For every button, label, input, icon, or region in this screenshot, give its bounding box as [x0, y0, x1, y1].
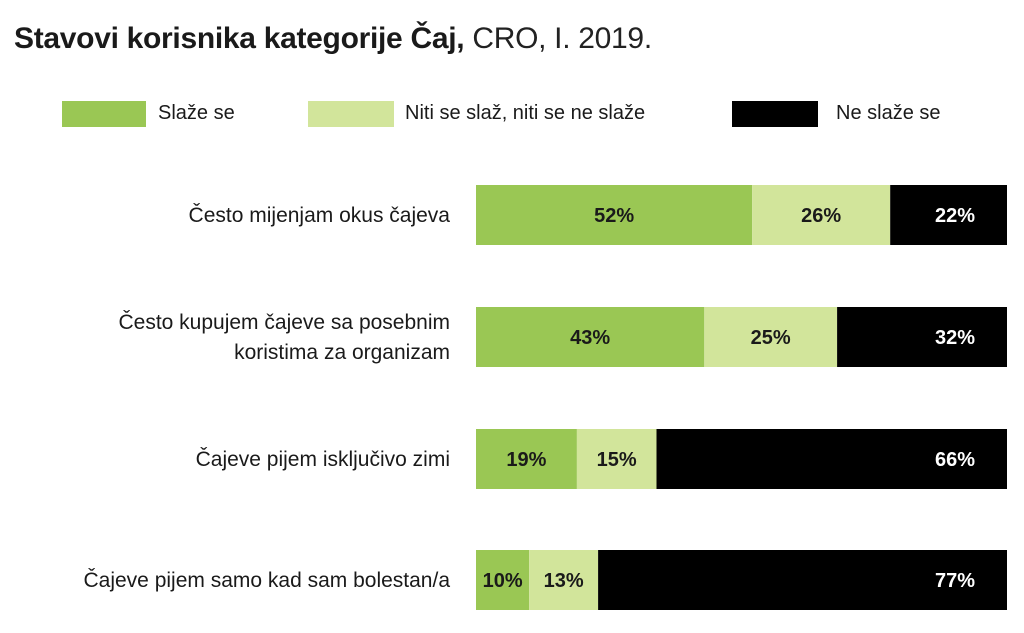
data-label-neutral: 26% [801, 205, 841, 227]
category-label: Često kupujem čajeve sa posebnim koristim… [118, 311, 450, 364]
data-label-agree: 52% [594, 205, 634, 227]
legend-swatch-neutral [308, 101, 394, 127]
bar-segment-disagree [890, 185, 1007, 245]
legend-swatch-agree [62, 101, 146, 127]
bar-segment-agree [476, 185, 753, 245]
data-label-neutral: 25% [751, 327, 791, 349]
bar-segment-neutral [576, 429, 657, 489]
category-label: Čajeve pijem isključivo zimi [196, 448, 450, 471]
legend-label-neutral: Niti se slaž, niti se ne slaže [405, 102, 646, 124]
legend-label-disagree: Ne slaže se [836, 102, 941, 124]
data-label-disagree: 77% [935, 570, 975, 592]
chart-title-main: Stavovi korisnika kategorije Čaj, [14, 22, 465, 55]
data-label-disagree: 22% [935, 205, 975, 227]
bar-segment-neutral [752, 185, 891, 245]
chart-title: Stavovi korisnika kategorije Čaj, CRO, I… [14, 22, 652, 56]
data-label-agree: 19% [506, 449, 546, 471]
bar-segment-disagree [837, 307, 1007, 367]
category-label: Čajeve pijem samo kad sam bolestan/a [83, 569, 450, 592]
data-label-agree: 43% [570, 327, 610, 349]
chart-title-sub: CRO, I. 2019. [472, 22, 652, 55]
legend-label-agree: Slaže se [158, 102, 235, 124]
bar-segment-neutral [704, 307, 838, 367]
data-label-disagree: 66% [935, 449, 975, 471]
bar-segment-agree [476, 550, 530, 610]
bar-segment-disagree [656, 429, 1007, 489]
category-label: Često mijenjam okus čajeva [189, 204, 451, 227]
bar-segment-neutral [529, 550, 599, 610]
legend-swatch-disagree [732, 101, 818, 127]
data-label-agree: 10% [483, 570, 523, 592]
bar-segment-disagree [598, 550, 1007, 610]
data-label-neutral: 15% [597, 449, 637, 471]
data-label-neutral: 13% [544, 570, 584, 592]
data-label-disagree: 32% [935, 327, 975, 349]
bar-segment-agree [476, 429, 577, 489]
bar-segment-agree [476, 307, 705, 367]
